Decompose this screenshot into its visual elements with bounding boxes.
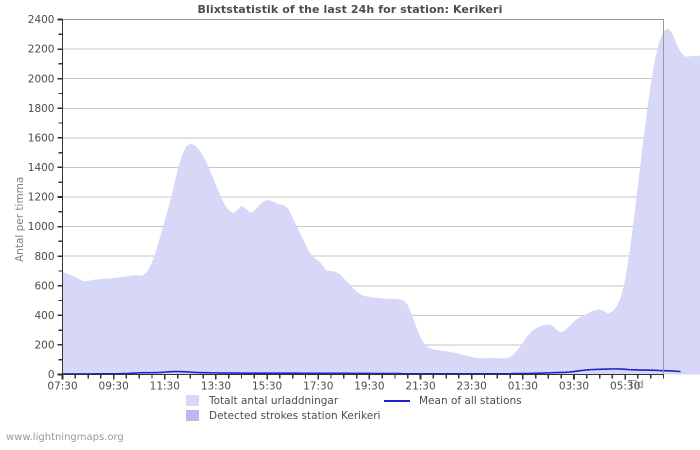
- svg-text:13:30: 13:30: [201, 381, 231, 393]
- svg-text:07:30: 07:30: [47, 381, 77, 393]
- svg-text:19:30: 19:30: [354, 381, 384, 393]
- chart-legend: Totalt antal urladdningar Detected strok…: [0, 392, 700, 426]
- legend-swatch-station-icon: [186, 410, 199, 421]
- legend-item-mean: Mean of all stations: [384, 393, 522, 408]
- svg-text:600: 600: [34, 280, 54, 292]
- svg-text:2000: 2000: [28, 73, 55, 85]
- svg-text:23:30: 23:30: [457, 381, 487, 393]
- svg-text:1200: 1200: [28, 192, 55, 204]
- svg-text:800: 800: [34, 251, 54, 263]
- svg-text:01:30: 01:30: [508, 381, 538, 393]
- svg-text:400: 400: [34, 310, 54, 322]
- y-axis-ticks: 0 200 400 600 800 1000 1200 1400 1600 1800 2000 220…: [28, 14, 63, 381]
- svg-text:2200: 2200: [28, 44, 55, 56]
- svg-text:09:30: 09:30: [99, 381, 129, 393]
- legend-swatch-mean-line-icon: [384, 399, 410, 402]
- svg-text:1400: 1400: [28, 162, 55, 174]
- site-url: www.lightningmaps.org: [6, 432, 124, 443]
- svg-text:17:30: 17:30: [303, 381, 333, 393]
- legend-label-station: Detected strokes station Kerikeri: [209, 409, 381, 422]
- svg-text:11:30: 11:30: [150, 381, 180, 393]
- legend-label-total: Totalt antal urladdningar: [209, 394, 339, 407]
- svg-text:1800: 1800: [28, 103, 55, 115]
- svg-text:21:30: 21:30: [405, 381, 435, 393]
- svg-text:05:30: 05:30: [610, 381, 640, 393]
- legend-swatch-total-icon: [186, 395, 199, 406]
- series-area-total: [62, 28, 700, 375]
- legend-item-total: Totalt antal urladdningar: [186, 393, 338, 408]
- legend-item-station: Detected strokes station Kerikeri: [186, 408, 380, 423]
- page-title: Blixtstatistik of the last 24h for stati…: [197, 3, 503, 16]
- svg-text:03:30: 03:30: [559, 381, 589, 393]
- svg-text:1600: 1600: [28, 132, 55, 144]
- x-axis-ticks: 07:30 09:30 11:30 13:30 15:30 17:30 19:30 21:30…: [47, 374, 665, 393]
- svg-text:15:30: 15:30: [252, 381, 282, 393]
- legend-label-mean: Mean of all stations: [419, 394, 522, 407]
- series-mean-line: [62, 368, 681, 375]
- svg-text:1000: 1000: [28, 221, 55, 233]
- svg-text:2400: 2400: [28, 14, 55, 26]
- svg-text:0: 0: [48, 369, 55, 381]
- svg-text:200: 200: [34, 340, 54, 352]
- x-axis-label: Tid: [628, 379, 644, 391]
